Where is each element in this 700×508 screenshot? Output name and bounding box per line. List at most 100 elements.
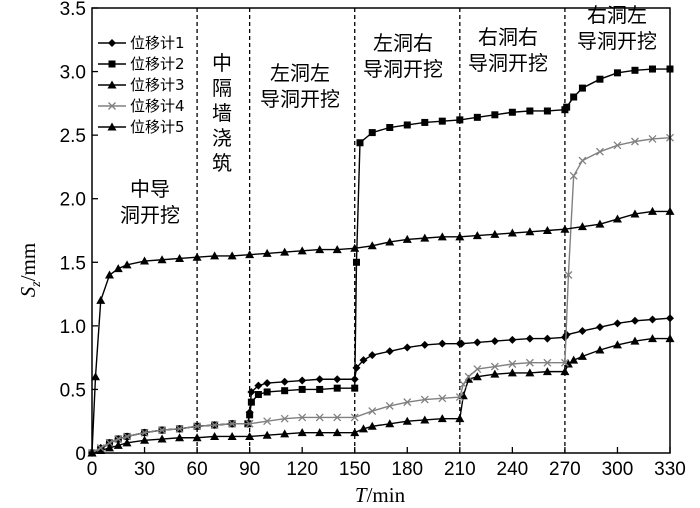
data-point	[613, 141, 622, 150]
data-point	[437, 232, 447, 241]
data-point	[648, 134, 657, 143]
data-point	[543, 334, 552, 343]
data-point	[630, 209, 640, 218]
data-point	[631, 137, 639, 146]
data-point	[526, 107, 534, 115]
data-point	[262, 430, 272, 439]
legend-label: 位移计4	[130, 97, 185, 115]
data-point	[455, 393, 464, 402]
data-point	[254, 381, 263, 390]
data-point	[157, 255, 167, 264]
data-point	[359, 356, 368, 365]
data-point	[140, 435, 150, 444]
data-point	[490, 369, 500, 378]
data-point	[403, 343, 412, 352]
data-point	[612, 214, 622, 223]
data-point	[351, 384, 359, 392]
data-point	[402, 234, 412, 243]
data-point	[368, 351, 377, 360]
data-point	[332, 428, 342, 437]
data-point	[403, 121, 411, 129]
data-point	[385, 401, 394, 410]
data-point	[420, 395, 429, 404]
data-point	[457, 339, 466, 348]
data-point	[595, 219, 605, 228]
data-point	[192, 252, 202, 261]
data-point	[315, 413, 324, 422]
data-point	[140, 428, 149, 437]
data-point	[563, 359, 573, 368]
data-point	[245, 431, 255, 440]
data-point	[596, 75, 604, 83]
x-tick-label: 300	[602, 459, 634, 480]
data-point	[438, 394, 447, 403]
data-point	[490, 337, 499, 346]
data-point	[358, 424, 368, 433]
data-point	[543, 358, 552, 367]
data-point	[560, 224, 570, 233]
data-point	[280, 429, 290, 438]
x-tick-label: 240	[497, 459, 529, 480]
series-4-line	[91, 136, 671, 454]
y-tick-label: 1.5	[60, 253, 86, 274]
data-point	[105, 438, 114, 447]
data-point	[385, 347, 394, 356]
data-point	[542, 226, 552, 234]
x-tick-label: 120	[286, 459, 318, 480]
series-layer	[87, 65, 675, 457]
data-point	[403, 398, 412, 407]
y-tick-label: 3.5	[60, 0, 86, 20]
data-point	[630, 316, 639, 325]
y-tick-label: 3.0	[60, 63, 86, 84]
data-point	[245, 419, 254, 428]
data-point	[297, 428, 307, 437]
y-tick-label: 0	[75, 444, 86, 465]
data-point	[315, 375, 324, 384]
data-point	[402, 416, 412, 425]
data-point	[297, 246, 307, 255]
stage-label-5: 右洞右导洞开挖	[468, 25, 548, 75]
data-point	[631, 66, 639, 74]
data-point	[210, 431, 220, 440]
data-point	[613, 69, 621, 77]
data-point	[247, 398, 255, 406]
data-point	[630, 336, 640, 345]
data-point	[386, 124, 394, 132]
y-tick-label: 1.0	[60, 317, 86, 338]
data-point	[438, 339, 447, 348]
stage-label-6: 右洞左导洞开挖	[577, 3, 657, 53]
data-point	[280, 247, 290, 256]
data-point	[564, 271, 573, 279]
legend-marker	[108, 39, 116, 47]
data-point	[210, 421, 219, 429]
data-point	[437, 414, 447, 423]
data-point	[648, 65, 656, 73]
x-tick-label: 180	[391, 459, 423, 480]
data-point	[254, 391, 262, 399]
data-point	[298, 376, 307, 385]
data-point	[315, 245, 325, 254]
data-point	[158, 426, 167, 435]
stage-label-1: 中导洞开挖	[120, 177, 180, 227]
legend-item-4: 位移计4	[98, 97, 185, 115]
data-point	[352, 258, 360, 266]
data-point	[333, 384, 341, 392]
data-point	[263, 379, 272, 388]
data-point	[525, 358, 534, 367]
data-point	[491, 111, 499, 119]
data-point	[114, 435, 123, 443]
data-point	[245, 250, 255, 259]
data-point	[570, 93, 578, 101]
y-tick-label: 2.0	[60, 190, 86, 211]
data-point	[210, 251, 220, 260]
data-point	[490, 229, 500, 238]
legend: 位移计1 位移计2 位移计3 位移计4 位移计5	[98, 34, 185, 136]
data-point	[227, 251, 237, 260]
legend-marker	[107, 80, 117, 89]
data-point	[560, 358, 569, 367]
data-point	[332, 245, 342, 254]
data-point	[140, 256, 150, 265]
data-point	[368, 407, 377, 416]
data-point	[281, 387, 289, 395]
data-point	[262, 248, 272, 257]
